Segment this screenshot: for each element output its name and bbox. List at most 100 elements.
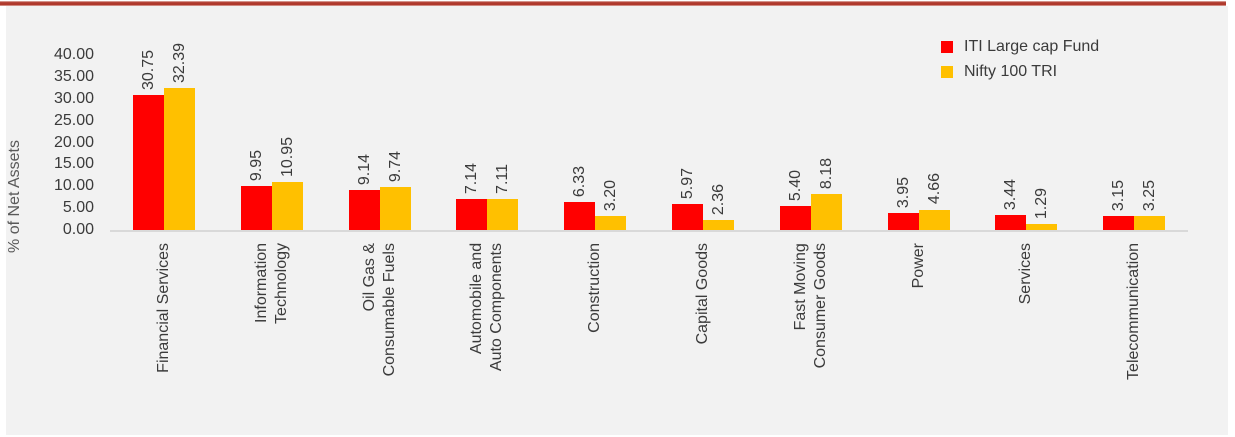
- category-label: Telecommunication: [1125, 243, 1143, 380]
- bar-value-label: 8.18: [817, 158, 835, 190]
- bar-value-label: 9.14: [355, 153, 373, 186]
- bar: [240, 186, 272, 230]
- bar-column: 2.36: [702, 183, 734, 230]
- bar-value-label: 5.40: [786, 170, 804, 202]
- bar-value-label: 1.29: [1033, 188, 1051, 220]
- legend-label: Nifty 100 TRI: [964, 63, 1058, 80]
- bar-value-label: 3.95: [894, 176, 912, 208]
- bar-column: 32.39: [163, 43, 195, 230]
- bar-column: 5.97: [671, 167, 703, 230]
- category-label: Oil Gas & Consumable Fuels: [360, 243, 398, 377]
- category-label-wrap: Fast Moving Consumer Goods: [757, 243, 865, 435]
- bar-group: 9.95 10.95: [240, 137, 303, 230]
- bar-column: 3.44: [995, 178, 1027, 230]
- bar-value-label: 30.75: [139, 50, 157, 91]
- category-label-wrap: Automobile and Auto Components: [433, 243, 541, 435]
- legend-swatch-gold: [941, 66, 953, 78]
- bar: [671, 203, 703, 230]
- bar: [163, 88, 195, 230]
- category-label: Automobile and Auto Components: [468, 243, 506, 372]
- category-label: Services: [1017, 243, 1035, 305]
- bar-value-label: 5.97: [678, 167, 696, 199]
- bar-value-label: 7.11: [494, 163, 512, 194]
- category-label-wrap: Capital Goods: [649, 243, 757, 435]
- bar-value-label: 3.20: [602, 179, 620, 211]
- bar-column: 3.95: [887, 176, 919, 230]
- bar: [887, 212, 919, 230]
- bar: [456, 198, 488, 230]
- bar-group: 7.14 7.11: [456, 162, 519, 230]
- bar-value-label: 2.36: [709, 183, 727, 215]
- x-axis-line: [110, 230, 1188, 232]
- legend-item-iti-large-cap-fund: ITI Large cap Fund: [941, 36, 1099, 58]
- y-tick-label: 25.00: [53, 111, 94, 129]
- y-tick-label: 35.00: [53, 67, 94, 85]
- bar-column: 1.29: [1026, 188, 1058, 230]
- bar-column: 7.11: [487, 163, 519, 230]
- bar-value-label: 32.39: [170, 43, 188, 84]
- bar-column: 4.66: [918, 173, 950, 230]
- y-tick-label: 20.00: [53, 133, 94, 151]
- y-tick-label: 10.00: [53, 177, 94, 195]
- bar-group: 5.97 2.36: [671, 167, 734, 230]
- bar-column: 10.95: [271, 137, 303, 230]
- bar-group: 3.15 3.25: [1103, 179, 1166, 230]
- legend-label: ITI Large cap Fund: [964, 38, 1100, 55]
- bar: [1103, 216, 1135, 230]
- bar: [995, 214, 1027, 230]
- bar-value-label: 3.44: [1002, 178, 1020, 210]
- y-tick-label: 30.00: [53, 89, 94, 107]
- bar-column: 9.14: [348, 153, 380, 230]
- bar-value-label: 7.14: [463, 162, 481, 194]
- legend: ITI Large cap Fund Nifty 100 TRI: [941, 36, 1099, 83]
- bar-value-label: 9.95: [247, 150, 265, 182]
- category-label-wrap: Information Technology: [218, 243, 326, 435]
- category-label-wrap: Oil Gas & Consumable Fuels: [326, 243, 434, 435]
- bar-group: 9.14 9.74: [348, 151, 411, 230]
- category-label: Financial Services: [154, 243, 172, 373]
- bar: [271, 182, 303, 230]
- bar-group: 6.33 3.20: [564, 166, 627, 230]
- top-accent-line: [0, 1, 1226, 6]
- bar-value-label: 4.66: [925, 173, 943, 205]
- y-tick-label: 0.00: [62, 221, 94, 238]
- category-label: Construction: [586, 243, 604, 333]
- bar-column: 3.15: [1103, 180, 1135, 230]
- category-label: Information Technology: [252, 243, 290, 324]
- bar: [702, 219, 734, 230]
- bar: [918, 209, 950, 230]
- category-label: Fast Moving Consumer Goods: [791, 243, 829, 369]
- legend-swatch-red: [941, 41, 953, 53]
- bar-column: 6.33: [564, 166, 596, 230]
- bar-group: 5.40 8.18: [779, 158, 842, 230]
- bar-group: 30.75 32.39: [132, 43, 195, 230]
- y-tick-label: 5.00: [62, 199, 94, 217]
- category-label-wrap: Services: [972, 243, 1080, 435]
- y-tick-label: 15.00: [53, 155, 94, 173]
- bar: [487, 198, 519, 230]
- bar-group: 3.44 1.29: [995, 178, 1058, 230]
- bar: [348, 190, 380, 230]
- bar: [1134, 215, 1166, 230]
- bar-column: 8.18: [810, 158, 842, 230]
- bar-column: 5.40: [779, 170, 811, 230]
- legend-item-nifty-100-tri: Nifty 100 TRI: [941, 61, 1099, 83]
- category-label-wrap: Construction: [541, 243, 649, 435]
- y-tick-label: 40.00: [53, 46, 94, 63]
- bar: [564, 202, 596, 230]
- category-label-wrap: Financial Services: [110, 243, 218, 435]
- bar: [595, 216, 627, 230]
- category-label: Power: [909, 243, 927, 289]
- bar-value-label: 10.95: [278, 137, 296, 178]
- bar-column: 9.95: [240, 150, 272, 230]
- bar-column: 7.14: [456, 162, 488, 230]
- bar: [132, 95, 164, 230]
- category-label: Capital Goods: [693, 243, 711, 345]
- bar-column: 9.74: [379, 151, 411, 230]
- category-label-wrap: Telecommunication: [1080, 243, 1188, 435]
- bar-value-label: 6.33: [571, 166, 589, 198]
- bar-value-label: 3.15: [1110, 180, 1128, 212]
- bar-column: 3.25: [1134, 179, 1166, 230]
- bar-value-label: 3.25: [1141, 179, 1159, 211]
- category-label-wrap: Power: [865, 243, 973, 435]
